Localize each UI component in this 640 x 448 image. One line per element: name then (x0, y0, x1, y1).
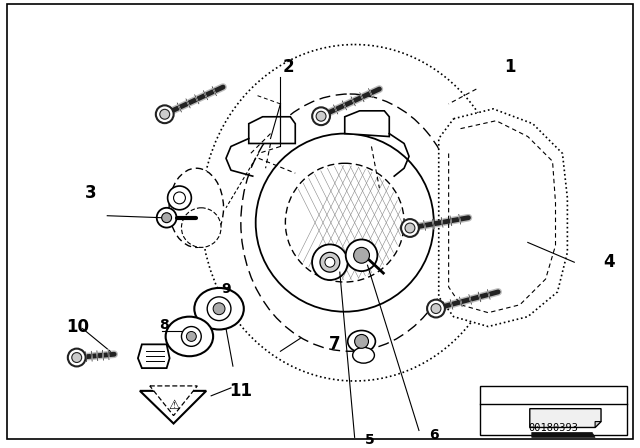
Circle shape (431, 304, 441, 314)
Text: 10: 10 (66, 318, 89, 336)
Circle shape (207, 297, 231, 321)
Polygon shape (532, 432, 595, 437)
Circle shape (182, 208, 221, 247)
Polygon shape (439, 109, 568, 327)
Circle shape (401, 219, 419, 237)
Polygon shape (150, 386, 197, 416)
Circle shape (157, 208, 177, 228)
Circle shape (160, 109, 170, 119)
Text: 4: 4 (603, 253, 615, 271)
Circle shape (312, 245, 348, 280)
Circle shape (427, 300, 445, 318)
Circle shape (285, 163, 404, 282)
Bar (480, 386, 627, 435)
Text: 6: 6 (429, 428, 438, 442)
Text: 5: 5 (365, 433, 374, 448)
Text: 1: 1 (504, 58, 516, 76)
Ellipse shape (241, 94, 458, 351)
Ellipse shape (169, 168, 223, 247)
Circle shape (355, 335, 369, 348)
Ellipse shape (201, 44, 508, 381)
Circle shape (256, 134, 434, 312)
Circle shape (213, 303, 225, 314)
Polygon shape (140, 391, 206, 423)
Circle shape (173, 192, 186, 204)
Text: 2: 2 (282, 58, 294, 76)
Circle shape (325, 257, 335, 267)
Text: 00180393: 00180393 (529, 423, 579, 434)
Polygon shape (530, 409, 601, 427)
Circle shape (68, 349, 86, 366)
Ellipse shape (353, 347, 374, 363)
Circle shape (72, 353, 82, 362)
Circle shape (316, 111, 326, 121)
Polygon shape (595, 422, 601, 427)
Text: ⚠: ⚠ (168, 399, 179, 412)
Circle shape (182, 327, 201, 346)
Circle shape (320, 252, 340, 272)
Ellipse shape (348, 331, 376, 352)
Circle shape (312, 108, 330, 125)
Text: 8: 8 (159, 318, 168, 332)
Text: 3: 3 (84, 184, 96, 202)
Circle shape (354, 247, 369, 263)
Circle shape (346, 240, 378, 271)
Circle shape (405, 223, 415, 233)
Text: 9: 9 (221, 282, 231, 296)
Polygon shape (249, 117, 295, 143)
Text: 7: 7 (329, 336, 340, 353)
Ellipse shape (166, 317, 213, 356)
Circle shape (162, 213, 172, 223)
Circle shape (186, 332, 196, 341)
Text: 11: 11 (229, 382, 252, 400)
Circle shape (156, 105, 173, 123)
Polygon shape (345, 111, 389, 137)
Ellipse shape (195, 288, 244, 330)
Polygon shape (138, 345, 170, 368)
Circle shape (168, 186, 191, 210)
